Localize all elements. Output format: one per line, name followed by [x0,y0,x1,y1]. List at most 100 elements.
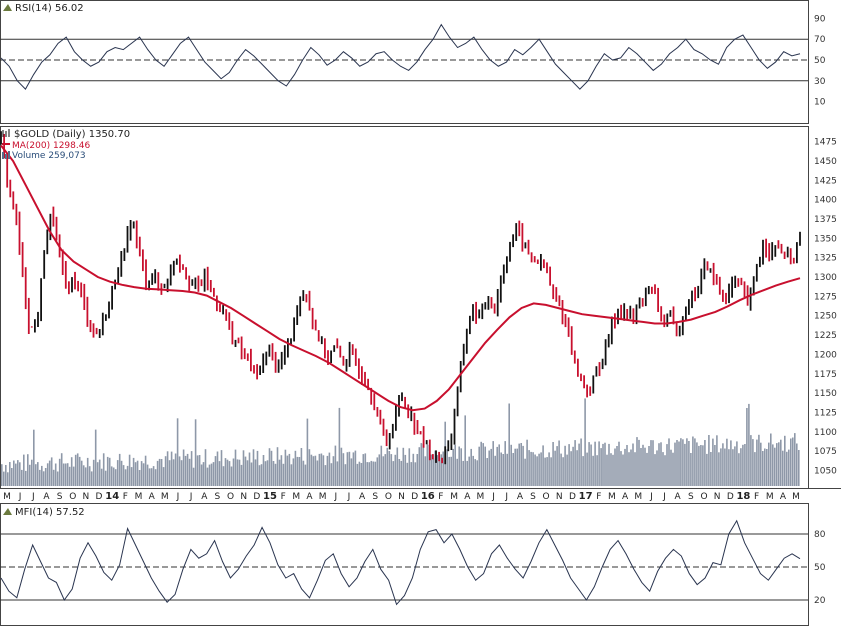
volume-bar [198,455,201,486]
volume-bar [528,450,530,486]
x-tick-label: N [240,492,247,502]
volume-bar [58,458,61,486]
x-tick-label: N [83,492,90,502]
x-tick-label: O [69,492,76,502]
volume-bar [792,437,794,486]
volume-bar [640,448,642,486]
volume-bar [654,454,656,486]
x-tick-label: M [634,492,642,502]
triangle-icon [3,4,12,11]
volume-bar [506,453,508,486]
volume-bar [758,434,760,486]
volume-bar [41,465,43,486]
volume-bar [636,437,638,486]
volume-bar [230,466,233,486]
volume-bar [282,463,285,486]
volume-bar [514,448,516,486]
volume-bar [274,463,277,486]
volume-bar [558,440,560,486]
volume-bar [470,448,472,486]
volume-bar [456,458,458,486]
volume-bar [722,443,724,486]
volume-bar [522,445,524,486]
x-tick-label: S [372,492,378,502]
price-title-text: $GOLD (Daily) 1350.70 [14,129,130,140]
volume-bar [736,441,738,486]
volume-bar [648,446,650,486]
x-tick-label: O [700,492,707,502]
volume-bar [644,447,646,486]
volume-bar [276,447,279,486]
volume-bar [206,467,209,486]
x-tick-label: J [18,492,22,502]
volume-bar [80,460,83,486]
x-tick-label: F [754,492,759,502]
volume-bar [9,462,11,486]
volume-bar [310,454,313,486]
volume-bar [420,443,423,486]
volume-bar [562,457,564,486]
volume-bar [750,435,752,486]
volume-bar [572,446,574,486]
volume-bar [290,464,293,486]
volume-bar [702,445,704,486]
volume-bar [118,453,121,486]
volume-bar [248,452,251,486]
volume-bar [126,465,129,486]
volume-bar [630,449,632,486]
volume-bar [512,453,514,486]
volume-bar [270,450,273,486]
volume-bar [292,458,295,486]
volume-bar [748,403,750,486]
volume-bar [604,442,606,486]
volume-bar [616,446,618,486]
volume-bar [96,462,99,486]
volume-bar [122,465,125,486]
volume-bar [520,443,522,486]
x-tick-label: A [149,492,156,502]
volume-bar [78,456,81,486]
volume-bar [1,464,3,486]
volume-bar [140,461,143,486]
volume-bar [596,455,598,486]
volume-bar [652,440,654,486]
price-y-tick-label: 1475 [814,138,837,148]
volume-bar [64,463,67,486]
volume-bar [256,450,259,486]
volume-bar [106,456,109,486]
volume-bar [714,445,716,486]
volume-bar [598,441,600,486]
volume-bar [176,418,179,486]
volume-bar [744,444,746,486]
mfi-panel [0,503,809,626]
price-y-tick-label: 1375 [814,215,837,225]
volume-bar [184,455,187,486]
x-tick-label: N [398,492,405,502]
price-layer [0,131,801,486]
x-tick-label: M [608,492,616,502]
volume-bar [462,460,464,486]
volume-bar [15,463,17,486]
volume-bar [704,440,706,486]
volume-bar [50,457,53,486]
volume-bar [104,470,107,486]
volume-bar [42,471,45,486]
ma200-line [0,144,801,412]
volume-bar [700,445,702,486]
volume-bar [530,451,532,486]
ma-legend-text: MA(200) 1298.46 [12,141,90,151]
volume-bar [354,450,357,486]
price-y-tick-label: 1400 [814,196,837,206]
x-tick-label: O [227,492,234,502]
mfi-line [0,519,801,606]
volume-bar [296,456,299,486]
volume-bar [678,441,680,486]
volume-bar [298,457,301,486]
volume-bar [786,451,788,486]
volume-bar [752,439,754,486]
volume-bar [632,443,634,486]
volume-bar [116,460,119,486]
x-tick-label: J [333,492,337,502]
volume-bar [384,454,387,486]
volume-bar [428,444,431,486]
